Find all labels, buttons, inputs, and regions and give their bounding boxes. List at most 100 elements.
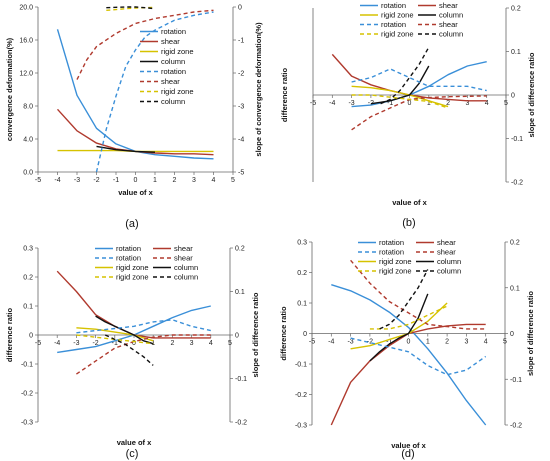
y-axis-title: difference ratio [5,307,14,362]
y-tick-label: 0.2 [23,275,33,282]
y-tick-label: 0 [29,333,33,340]
x-tick-label: 2 [445,339,449,346]
y-tick-label: -0.1 [21,362,33,369]
legend-label: rigid zone [379,257,412,266]
x-tick-label: 0 [134,177,138,184]
y-tick-label: 8.0 [23,104,33,111]
legend-label: rigid zone [381,30,414,39]
legend-label: rigid zone [161,87,194,96]
legend-label: shear [174,254,193,263]
y2-tick-label: -0.2 [510,423,522,430]
y-tick-label: -0.2 [295,392,307,399]
x-tick-label: -5 [310,100,316,107]
legend-label: rotation [381,20,406,29]
x-tick-label: 0 [408,100,412,107]
y2-tick-label: -1 [238,38,244,45]
x-tick-label: -5 [35,340,41,347]
x-tick-label: 2 [446,100,450,107]
y-tick-label: 4.0 [23,137,33,144]
series-line-column-left [95,315,154,345]
legend-label: rotation [379,238,404,247]
series-line-rotation-right [76,319,211,334]
x-tick-label: -3 [347,339,353,346]
series-line-rigid-zone-left [351,85,449,108]
legend-label: column [174,263,198,272]
x-tick-label: 0 [407,339,411,346]
chart-panel-1: -5 -4 -3 -2 -1 0 1 2 3 4 5 0.0 4.0 8.0 12.0 16.0 20.0 -5 -… [5,5,263,231]
x-axis-title: value of x [117,438,152,447]
y2-tick-label: 0 [510,331,514,338]
chart-panel-3: -5 -4 -3 -2 -1 0 1 2 3 4 5-0.3-0.2-0.100.10.20.3-0… [5,244,260,460]
series-line-rigid-zone-right [106,6,156,11]
y-tick-label: 0.1 [297,301,307,308]
legend-label: shear [161,37,180,46]
series-line-rotation-right [350,337,487,376]
y-tick-label: 20.0 [19,5,33,12]
legend-label: shear [161,77,180,86]
x-tick-label: -3 [74,177,80,184]
x-tick-label: -3 [73,340,79,347]
x-tick-label: -1 [387,100,393,107]
legend-label: rigid zone [381,11,414,20]
y2-axis-title: slope of difference ratio [251,292,260,377]
y2-tick-label: 0.2 [235,246,245,253]
series-line-rotation-left [331,284,487,426]
legend-label: column [161,57,185,66]
x-tick-label: 3 [192,177,196,184]
y2-tick-label: 0.1 [510,285,520,292]
series-line-column-right [104,334,154,366]
series-line-rigid-zone-right [351,94,449,109]
legend-label: shear [174,244,193,253]
x-tick-label: -4 [329,100,335,107]
x-tick-label: 3 [464,339,468,346]
x-tick-label: 1 [153,177,157,184]
y2-tick-label: -4 [238,137,244,144]
y-tick-label: -0.3 [295,423,307,430]
legend-label: rigid zone [379,267,412,276]
y2-tick-label: -0.1 [511,136,523,143]
y2-axis-title: slope of difference ratio [526,291,535,376]
legend-label: rigid zone [116,263,149,272]
x-tick-label: 5 [504,100,508,107]
legend-label: column [439,11,463,20]
y-axis-title: difference ratio [279,306,288,361]
x-tick-label: 3 [465,100,469,107]
y2-tick-label: 0 [238,5,242,12]
legend-label: shear [439,1,458,10]
y2-axis-title: slope of convergence deformation(%) [254,22,263,157]
y-tick-label: 16.0 [19,38,33,45]
series-line-rigid-zone-left [76,327,154,342]
panel-caption: (d) [401,448,414,460]
legend-label: column [437,267,461,276]
y-axis-title: convergence deformation(%) [5,37,14,141]
x-tick-label: -5 [309,339,315,346]
y2-tick-label: -5 [238,170,244,177]
legend-label: rotation [161,27,186,36]
series-line-column-right [379,269,429,330]
x-tick-label: 4 [484,339,488,346]
series-line-shear-left [56,108,214,156]
y2-tick-label: 0.1 [511,49,521,56]
legend-label: rigid zone [161,47,194,56]
panel-caption: (a) [125,218,138,230]
x-tick-label: -2 [92,340,98,347]
panel-caption: (b) [402,217,415,229]
series-line-rotation-right [351,68,487,92]
series-line-shear-right [351,95,487,131]
y2-tick-label: -0.1 [235,376,247,383]
legend-label: rotation [116,244,141,253]
x-axis-title: value of x [391,441,426,450]
x-tick-label: 5 [503,339,507,346]
y-tick-label: 12.0 [19,71,33,78]
series-line-rigid-zone-left [350,302,448,350]
y2-tick-label: -0.2 [235,420,247,427]
legend-label: rigid zone [116,273,149,282]
y-tick-label: 0.1 [23,304,33,311]
legend-label: shear [439,20,458,29]
series-line-shear-right [76,334,211,375]
y2-tick-label: -3 [238,104,244,111]
y-tick-label: -0.3 [21,420,33,427]
legend-label: shear [437,238,456,247]
legend-label: shear [437,248,456,257]
legend-label: column [161,97,185,106]
